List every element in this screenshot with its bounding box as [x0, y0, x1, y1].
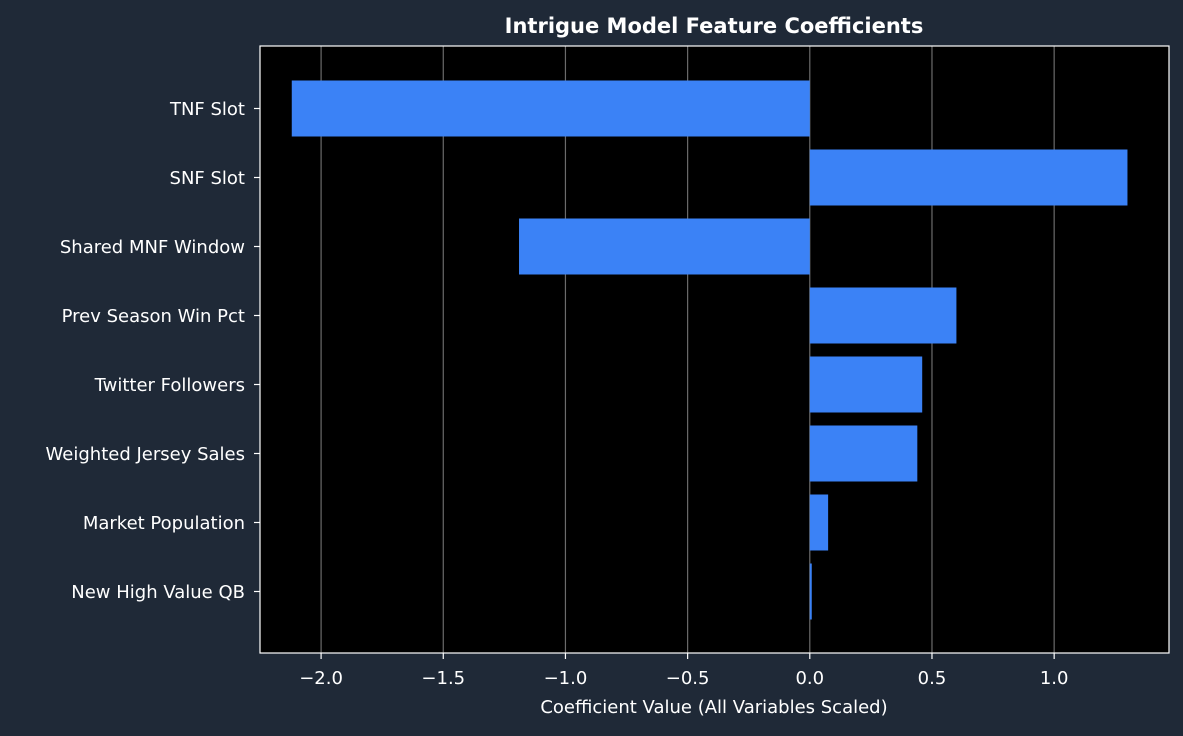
- plot-frame: [259, 45, 1170, 654]
- bar: [291, 80, 810, 137]
- bar: [809, 425, 918, 482]
- x-tick-label: 0.0: [795, 668, 824, 689]
- y-tick-label: Market Population: [83, 513, 245, 534]
- y-tick-label: Prev Season Win Pct: [62, 306, 245, 327]
- plot-area: [260, 46, 1169, 653]
- y-tick-label: TNF Slot: [169, 99, 245, 120]
- x-tick-label: −2.0: [299, 668, 343, 689]
- x-tick-label: 0.5: [918, 668, 947, 689]
- y-tick-label: Twitter Followers: [94, 375, 245, 396]
- x-axis: −2.0 −1.5 −1.0 −0.5 0.0 0.5 1.0: [299, 653, 1068, 689]
- y-tick-label: Weighted Jersey Sales: [46, 444, 245, 465]
- bar: [809, 356, 923, 413]
- x-tick-label: 1.0: [1040, 668, 1069, 689]
- y-axis: TNF Slot SNF Slot Shared MNF Window Prev Se…: [46, 99, 260, 603]
- x-tick-label: −1.5: [421, 668, 465, 689]
- bars: [291, 80, 1128, 620]
- bar: [519, 218, 810, 275]
- bar: [809, 149, 1128, 206]
- chart-title: Intrigue Model Feature Coefficients: [505, 14, 924, 38]
- bar: [809, 287, 957, 344]
- grid-lines: [320, 46, 1055, 653]
- bar: [809, 563, 812, 620]
- bar: [809, 494, 829, 551]
- x-tick-label: −1.0: [544, 668, 588, 689]
- x-tick-label: −0.5: [666, 668, 710, 689]
- y-tick-label: SNF Slot: [170, 168, 245, 189]
- y-tick-label: Shared MNF Window: [60, 237, 245, 258]
- y-tick-label: New High Value QB: [71, 582, 245, 603]
- x-axis-label: Coefficient Value (All Variables Scaled): [540, 697, 887, 718]
